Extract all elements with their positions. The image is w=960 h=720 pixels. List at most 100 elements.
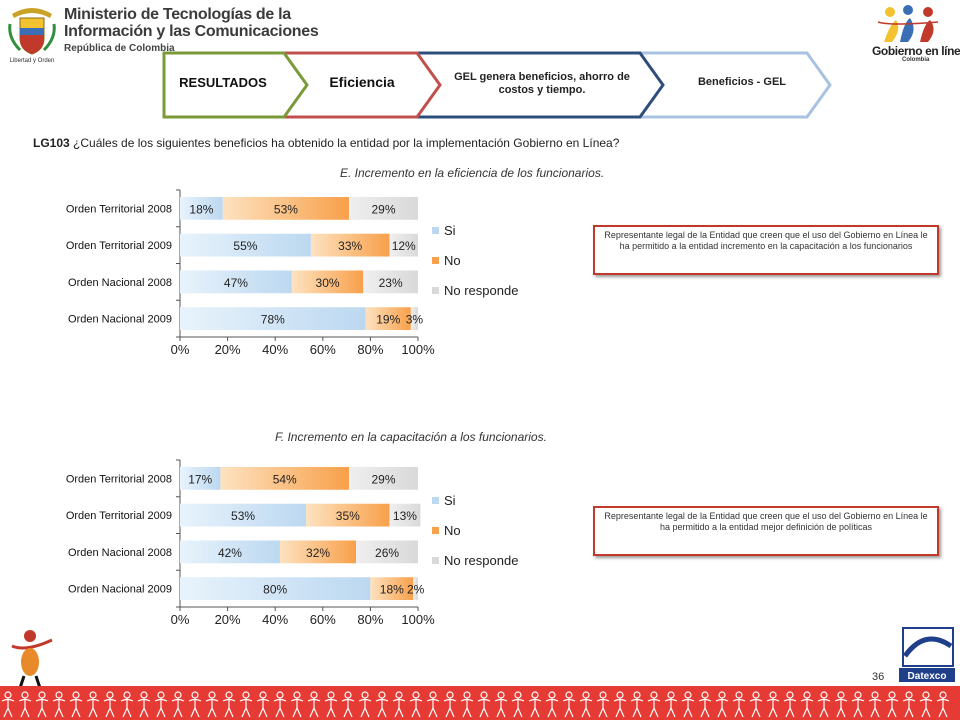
bar-data-label: 78% — [261, 313, 285, 327]
bar-no-responde — [348, 466, 418, 490]
bar-data-label: 80% — [263, 583, 287, 597]
bar-data-label: 42% — [218, 546, 242, 560]
footer-figure-icon — [936, 691, 950, 718]
bar-no-responde — [410, 307, 418, 331]
tab-eficiencia[interactable]: Eficiencia — [329, 74, 395, 90]
bar-no — [365, 307, 411, 331]
footer-figure-icon — [1, 691, 15, 718]
footer-figure-icon — [800, 691, 814, 718]
footer-figure-icon — [613, 691, 627, 718]
footer-figure-icon — [154, 691, 168, 718]
footer-figure-icon — [885, 691, 899, 718]
footer-figure-icon — [851, 691, 865, 718]
footer-figure-icon — [392, 691, 406, 718]
bar-si — [180, 307, 366, 331]
bar-no-responde — [363, 270, 418, 294]
svg-text:Datexco: Datexco — [908, 671, 947, 682]
question-code: LG103 — [33, 136, 70, 150]
bar-no-responde — [413, 577, 418, 601]
footer-figure-icon — [324, 691, 338, 718]
category-label: Orden Nacional 2008 — [68, 547, 172, 559]
footer-figure-icon — [681, 691, 695, 718]
footer-figure-icon — [205, 691, 219, 718]
x-tick-label: 60% — [310, 342, 336, 357]
x-tick-label: 20% — [215, 612, 241, 627]
footer-figure-icon — [817, 691, 831, 718]
footer-figure-icon — [715, 691, 729, 718]
legend-label: No responde — [444, 283, 518, 298]
footer-figure-icon — [460, 691, 474, 718]
chart-e: 0% 20% 40% 60% 80% 100% Orden Territorial 2008… — [66, 189, 518, 357]
footer-figure-icon — [579, 691, 593, 718]
legend-swatch — [432, 227, 439, 234]
bar-no — [306, 503, 390, 527]
category-label: Orden Territorial 2008 — [66, 473, 172, 485]
tab-beneficios-gel[interactable]: Beneficios - GEL — [697, 76, 787, 88]
footer-figure-icon — [630, 691, 644, 718]
footer-figure-icon — [902, 691, 916, 718]
footer-figure-icon — [120, 691, 134, 718]
x-tick-label: 80% — [357, 612, 383, 627]
footer-figure-icon — [18, 691, 32, 718]
footer-figure-icon — [426, 691, 440, 718]
bar-si — [180, 233, 311, 257]
footer-figure-icon — [783, 691, 797, 718]
bar-no — [310, 233, 390, 257]
bar-no-responde — [356, 540, 418, 564]
legend-swatch — [432, 557, 439, 564]
tab-arrows — [162, 51, 832, 119]
category-label: Orden Nacional 2009 — [68, 584, 172, 596]
legend-label: No — [444, 523, 461, 538]
footer-figure-icon — [256, 691, 270, 718]
legend-label: No responde — [444, 553, 518, 568]
bar-si — [180, 466, 221, 490]
bar-data-label: 3% — [406, 313, 424, 327]
datexco-logo: Datexco — [899, 627, 955, 682]
footer-figure-icon — [562, 691, 576, 718]
tab-resultados[interactable]: RESULTADOS — [179, 74, 267, 90]
bar-data-label: 30% — [316, 276, 340, 290]
tab-gel-beneficios[interactable]: GEL genera beneficios, ahorro de costos … — [454, 71, 630, 96]
footer-figure-icon — [919, 691, 933, 718]
footer-figure-icon — [528, 691, 542, 718]
footer-figure-icon — [137, 691, 151, 718]
footer-figure-icon — [596, 691, 610, 718]
footer-figure-icon — [103, 691, 117, 718]
x-tick-label: 60% — [310, 612, 336, 627]
footer-figure-icon — [69, 691, 83, 718]
bar-data-label: 2% — [407, 583, 425, 597]
bar-si — [180, 540, 280, 564]
bar-data-label: 32% — [306, 546, 330, 560]
footer-figure-icon — [171, 691, 185, 718]
bar-si — [180, 270, 292, 294]
page-number: 36 — [872, 671, 885, 683]
question-text: LG103 ¿Cuáles de los siguientes benefici… — [33, 136, 619, 150]
footer-figure-icon — [273, 691, 287, 718]
bar-si — [180, 196, 223, 220]
bar-no — [291, 270, 364, 294]
footer-figure-icon — [868, 691, 882, 718]
bar-no — [222, 196, 349, 220]
chart-e-note: Representante legal de la Entidad que cr… — [593, 225, 939, 275]
gel-mascot-icon — [11, 630, 53, 689]
bar-data-label: 18% — [380, 583, 404, 597]
footer-figure-icon — [188, 691, 202, 718]
category-label: Orden Nacional 2009 — [68, 314, 172, 326]
legend-label: No — [444, 253, 461, 268]
legend-swatch — [432, 497, 439, 504]
x-tick-label: 0% — [171, 342, 190, 357]
footer-figure-icon — [239, 691, 253, 718]
bar-si — [180, 577, 371, 601]
footer-figure-icon — [477, 691, 491, 718]
footer-figure-icon — [749, 691, 763, 718]
legend-swatch — [432, 257, 439, 264]
legend-swatch — [432, 527, 439, 534]
footer-figure-icon — [375, 691, 389, 718]
bar-data-label: 29% — [371, 202, 395, 216]
footer-figure-icon — [545, 691, 559, 718]
footer-figure-icon — [494, 691, 508, 718]
svg-text:Libertad y Orden: Libertad y Orden — [10, 58, 55, 64]
x-tick-label: 100% — [401, 612, 435, 627]
ministry-name: Ministerio de Tecnologías de la Informac… — [64, 6, 319, 54]
footer-figure-icon — [290, 691, 304, 718]
